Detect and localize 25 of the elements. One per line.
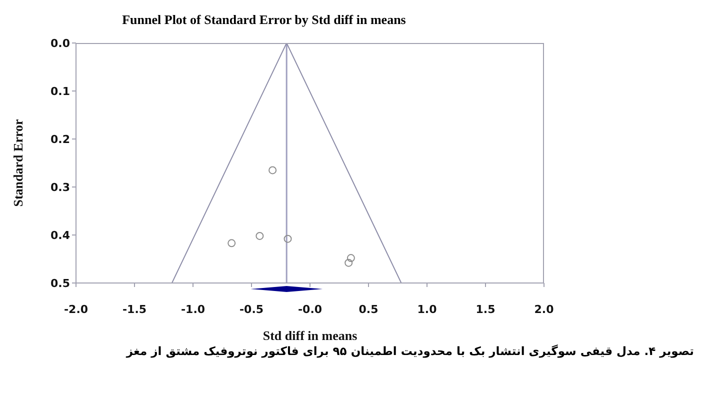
x-tick-label: -1.0 bbox=[180, 302, 206, 316]
point bbox=[256, 232, 264, 240]
x-tick-label: 2.0 bbox=[534, 302, 554, 316]
x-tick-label: -2.0 bbox=[64, 302, 88, 316]
point bbox=[284, 234, 292, 243]
y-tick-label: 0.4 bbox=[50, 228, 70, 242]
x-tick-label: 0.5 bbox=[358, 302, 378, 316]
text: تصویر ۴. مدل قیفی سوگیری انتشار بک با محدودیت اطمینان ۹۵ برای فاکتور نوتروفیک مشتق از مغز bbox=[124, 344, 695, 358]
y-tick-label: 0.0 bbox=[50, 36, 70, 50]
chart-title: Funnel Plot of Standard Error by Std diff in means bbox=[121, 12, 407, 28]
point bbox=[268, 166, 277, 174]
y-axis-title: Standard Error bbox=[10, 119, 26, 207]
y-tick-label: 0.2 bbox=[50, 132, 70, 146]
x-tick-label: -1.5 bbox=[122, 302, 147, 316]
y-tick-label: 0.5 bbox=[50, 276, 70, 290]
x-tick-label: -0.0 bbox=[298, 302, 322, 316]
point bbox=[346, 254, 355, 262]
x-tick-label: 1.0 bbox=[417, 302, 438, 316]
x-tick-label: -0.5 bbox=[239, 302, 264, 316]
y-tick-label: 0.1 bbox=[50, 84, 70, 98]
x-axis-title: Std diff in means bbox=[262, 328, 358, 343]
point bbox=[344, 258, 353, 267]
point bbox=[228, 239, 236, 248]
y-tick-label: 0.3 bbox=[50, 180, 70, 194]
x-tick-label: 1.5 bbox=[476, 302, 496, 316]
